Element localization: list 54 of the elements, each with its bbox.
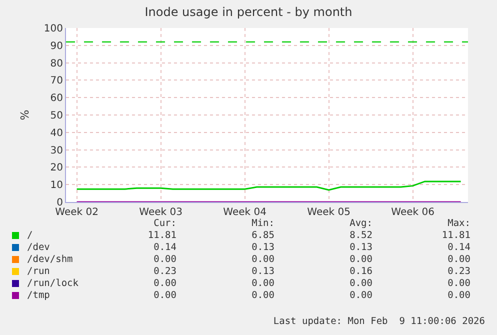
text: 0.23 <box>152 266 176 278</box>
text: 0.00 <box>348 278 372 290</box>
text: 0.00 <box>250 290 274 302</box>
text: 0.23 <box>446 266 470 278</box>
y-tick-label: 50 <box>50 110 63 122</box>
x-tick-label: Week 06 <box>391 207 434 218</box>
y-tick-label: 30 <box>50 145 63 156</box>
text: 0.00 <box>446 278 470 290</box>
text: 0.16 <box>348 266 372 278</box>
y-tick-label: 20 <box>50 162 63 174</box>
text: 0.13 <box>348 242 372 254</box>
text: 6.85 <box>250 230 274 242</box>
legend-label: /run <box>26 266 51 278</box>
text: 0.00 <box>348 290 372 302</box>
chart-title: Inode usage in percent - by month <box>144 5 352 20</box>
x-tick-label: Week 04 <box>223 207 266 218</box>
text: Min: <box>250 218 274 230</box>
y-tick-label: 70 <box>50 76 63 87</box>
text: 11.81 <box>440 230 470 242</box>
legend-label: /run/lock <box>26 278 78 290</box>
y-tick-label: 80 <box>50 58 63 70</box>
text: 0.00 <box>348 254 372 266</box>
y-tick-label: 40 <box>50 128 63 139</box>
legend-label: /dev/shm <box>26 254 74 266</box>
y-axis-title: % <box>18 110 32 120</box>
text: Avg: <box>348 218 372 230</box>
text: 0.13 <box>250 266 274 278</box>
y-tick-label: 0 <box>56 198 63 208</box>
y-tick-label: 90 <box>50 40 63 52</box>
line-series <box>76 180 462 191</box>
text: 0.00 <box>152 254 176 266</box>
text: 0.14 <box>446 242 470 254</box>
text: 0.00 <box>250 254 274 266</box>
text: 0.00 <box>152 290 176 302</box>
text: 8.52 <box>348 230 372 242</box>
text: 0.14 <box>152 242 176 254</box>
legend-label: / <box>26 230 34 242</box>
text: Max: <box>446 218 470 230</box>
text: 0.13 <box>250 242 274 254</box>
legend-label: /dev <box>26 242 51 254</box>
x-tick-label: Week 05 <box>307 207 350 218</box>
y-tick-label: 60 <box>50 93 63 104</box>
text: 0.00 <box>446 254 470 266</box>
x-tick-label: Week 02 <box>55 207 98 218</box>
text: 0.00 <box>250 278 274 290</box>
text: 0.00 <box>152 278 176 290</box>
text: 0.00 <box>446 290 470 302</box>
y-tick-label: 10 <box>50 180 63 192</box>
x-tick-label: Week 03 <box>139 207 182 218</box>
text: 11.81 <box>146 230 176 242</box>
text: Last update: Mon Feb 9 11:00:06 2026 <box>273 316 485 327</box>
y-tick-label: 100 <box>44 24 63 34</box>
legend-label: /tmp <box>26 290 51 302</box>
text: Cur: <box>152 218 176 230</box>
